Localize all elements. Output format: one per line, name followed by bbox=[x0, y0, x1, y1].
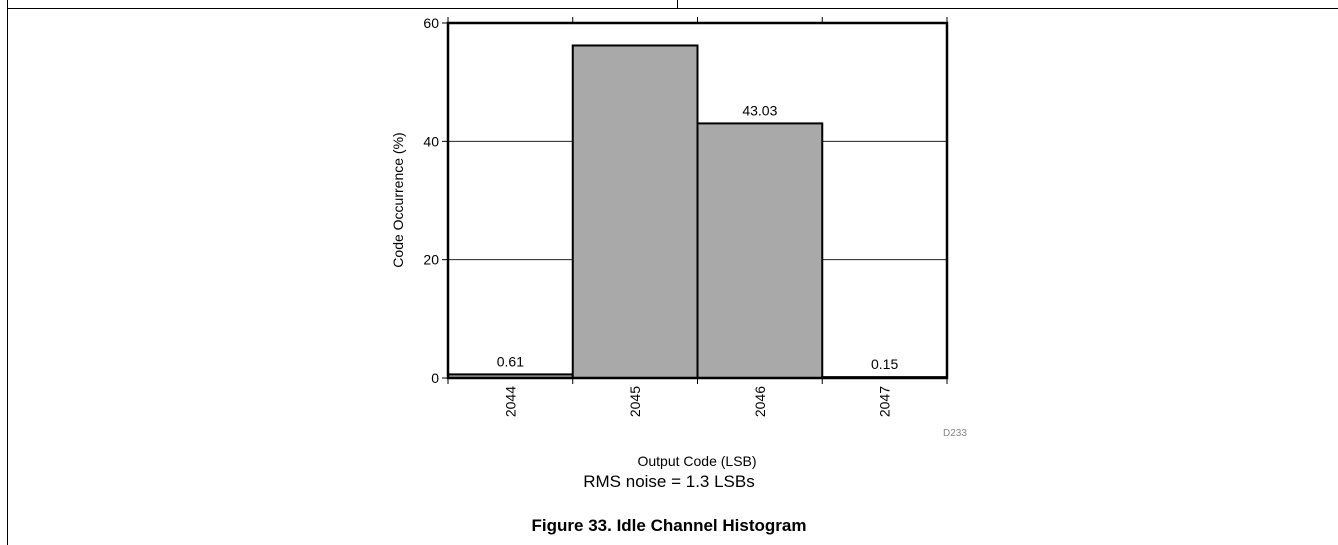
figure-caption: Figure 33. Idle Channel Histogram bbox=[531, 516, 807, 535]
x-axis-label: Output Code (LSB) bbox=[637, 453, 756, 469]
data-label-2044: 0.61 bbox=[497, 353, 524, 369]
page-border-left bbox=[7, 0, 8, 545]
page-border-divider bbox=[677, 0, 678, 9]
y-tick-label-40: 40 bbox=[423, 133, 439, 149]
x-ticks: 2044 2045 2046 2047 bbox=[447, 17, 948, 417]
bars bbox=[447, 44, 948, 380]
y-tick-label-60: 60 bbox=[423, 15, 439, 31]
x-tick-label-2046: 2046 bbox=[752, 386, 768, 417]
bar-2046 bbox=[696, 122, 824, 379]
data-label-2046: 43.03 bbox=[742, 102, 777, 118]
data-label-2047: 0.15 bbox=[871, 356, 898, 372]
y-axis-label: Code Occurrence (%) bbox=[390, 132, 406, 267]
rms-noise-note: RMS noise = 1.3 LSBs bbox=[583, 472, 755, 491]
x-tick-label-2047: 2047 bbox=[877, 386, 893, 417]
page-border-top bbox=[7, 8, 1338, 9]
x-tick-label-2044: 2044 bbox=[502, 386, 518, 417]
y-tick-label-20: 20 bbox=[423, 252, 439, 268]
data-labels: 0.61 43.03 0.15 bbox=[497, 102, 899, 372]
bar-2045 bbox=[571, 44, 699, 379]
x-tick-label-2045: 2045 bbox=[627, 386, 643, 417]
y-tick-label-0: 0 bbox=[431, 370, 439, 386]
y-ticks: 0 20 40 60 bbox=[423, 15, 448, 386]
figure-code: D233 bbox=[943, 428, 967, 439]
